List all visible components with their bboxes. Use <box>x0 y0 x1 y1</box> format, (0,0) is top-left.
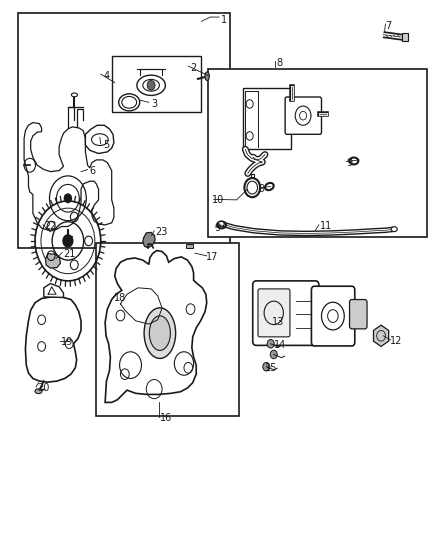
Ellipse shape <box>391 227 397 232</box>
Text: 18: 18 <box>114 294 126 303</box>
Bar <box>96 243 239 416</box>
FancyBboxPatch shape <box>285 97 321 134</box>
Ellipse shape <box>71 93 78 97</box>
Text: 17: 17 <box>206 252 218 262</box>
Polygon shape <box>105 251 207 402</box>
Circle shape <box>267 340 274 348</box>
Text: 9: 9 <box>258 184 265 193</box>
Bar <box>18 13 230 248</box>
Circle shape <box>63 235 73 247</box>
FancyBboxPatch shape <box>350 300 367 329</box>
Ellipse shape <box>35 389 42 393</box>
Ellipse shape <box>218 222 224 227</box>
Bar <box>243 88 291 149</box>
Text: 7: 7 <box>385 21 392 30</box>
Ellipse shape <box>143 79 159 91</box>
Text: 15: 15 <box>265 363 277 373</box>
Text: 19: 19 <box>61 337 74 347</box>
Circle shape <box>263 362 270 371</box>
Text: 16: 16 <box>160 414 172 423</box>
Polygon shape <box>85 125 114 154</box>
Polygon shape <box>44 284 64 297</box>
FancyBboxPatch shape <box>253 281 319 345</box>
Text: 22: 22 <box>44 221 57 231</box>
Text: 2: 2 <box>191 63 197 72</box>
Text: 14: 14 <box>274 340 286 350</box>
FancyBboxPatch shape <box>311 286 355 346</box>
Circle shape <box>147 80 155 90</box>
Bar <box>112 56 201 112</box>
Ellipse shape <box>137 75 166 95</box>
Text: 10: 10 <box>212 196 225 205</box>
Polygon shape <box>24 123 114 230</box>
FancyBboxPatch shape <box>258 289 290 337</box>
Ellipse shape <box>92 134 108 146</box>
Text: 23: 23 <box>155 227 168 237</box>
Text: 11: 11 <box>320 221 332 231</box>
Ellipse shape <box>144 308 176 358</box>
Text: 8: 8 <box>276 58 282 68</box>
Polygon shape <box>143 232 155 248</box>
Text: 3: 3 <box>151 99 157 109</box>
Polygon shape <box>25 297 81 382</box>
Text: 20: 20 <box>37 383 49 393</box>
Ellipse shape <box>149 316 170 351</box>
Circle shape <box>64 194 71 203</box>
Text: 5: 5 <box>103 140 109 150</box>
Circle shape <box>270 350 277 359</box>
Text: 13: 13 <box>272 318 284 327</box>
Text: 6: 6 <box>90 166 96 175</box>
Text: 21: 21 <box>64 249 76 259</box>
Bar <box>208 69 427 237</box>
Text: 4: 4 <box>103 71 110 80</box>
Bar <box>186 244 193 248</box>
Text: 9: 9 <box>215 223 221 233</box>
Bar <box>402 33 408 41</box>
Text: 1: 1 <box>221 15 227 25</box>
Polygon shape <box>46 254 60 268</box>
Text: 9: 9 <box>346 158 352 167</box>
Text: 12: 12 <box>390 336 402 346</box>
Ellipse shape <box>205 72 209 80</box>
